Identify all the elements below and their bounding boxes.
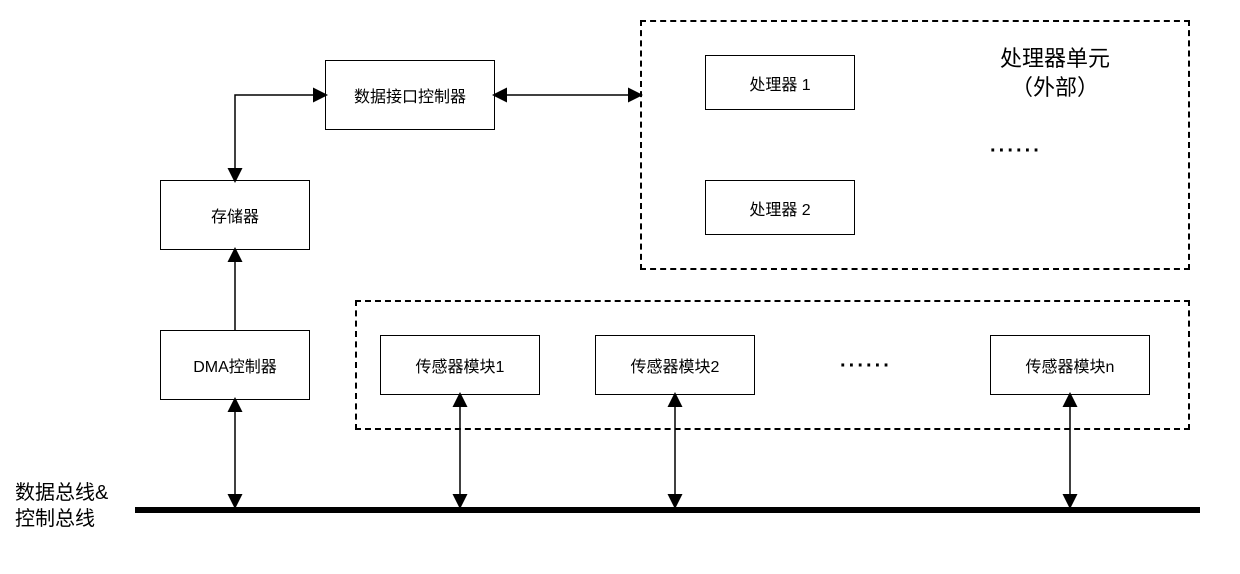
- node-sensor-module-2: 传感器模块2: [595, 335, 755, 395]
- ellipsis-processors: ······: [990, 140, 1042, 163]
- label-line-2: 控制总线: [15, 506, 108, 532]
- node-sensor-module-1: 传感器模块1: [380, 335, 540, 395]
- node-sensor-module-n: 传感器模块n: [990, 335, 1150, 395]
- node-label: 存储器: [211, 203, 259, 227]
- label-line-1: 处理器单元: [945, 45, 1165, 74]
- node-data-interface-controller: 数据接口控制器: [325, 60, 495, 130]
- node-label: 传感器模块n: [1026, 353, 1115, 377]
- node-label: 传感器模块1: [416, 353, 505, 377]
- node-label: DMA控制器: [193, 353, 277, 377]
- node-processor-2: 处理器 2: [705, 180, 855, 235]
- node-dma-controller: DMA控制器: [160, 330, 310, 400]
- bus-line: [135, 507, 1200, 513]
- node-label: 处理器 1: [749, 71, 810, 95]
- label-processor-unit-title: 处理器单元 （外部）: [945, 45, 1165, 102]
- node-label: 数据接口控制器: [354, 83, 466, 107]
- label-bus: 数据总线& 控制总线: [15, 480, 108, 532]
- label-line-1: 数据总线&: [15, 480, 108, 506]
- node-processor-1: 处理器 1: [705, 55, 855, 110]
- label-line-2: （外部）: [945, 74, 1165, 103]
- node-memory: 存储器: [160, 180, 310, 250]
- node-label: 处理器 2: [749, 196, 810, 220]
- ellipsis-sensors: ······: [840, 355, 892, 378]
- node-label: 传感器模块2: [631, 353, 720, 377]
